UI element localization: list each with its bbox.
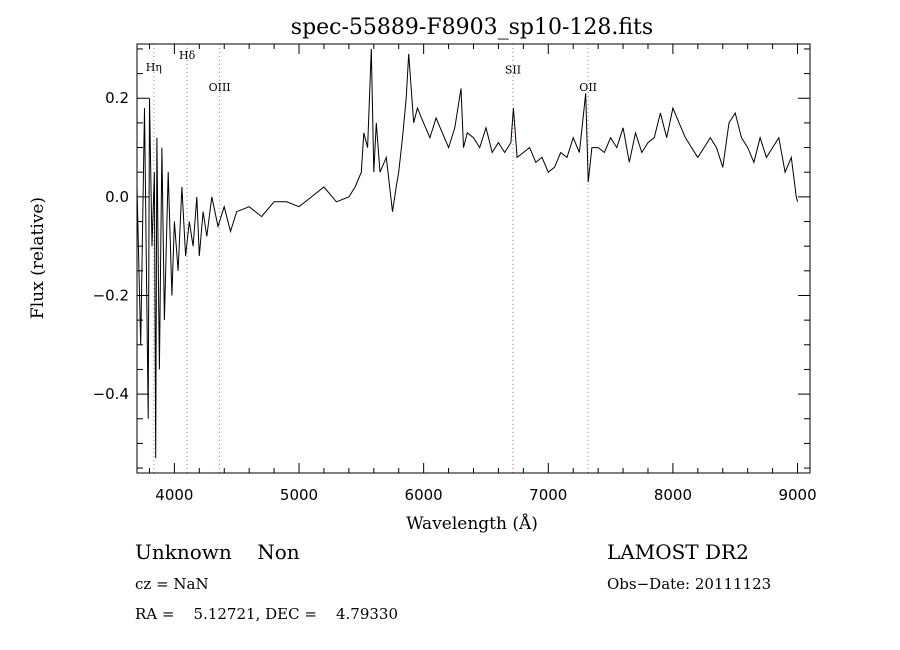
plot-frame (136, 43, 811, 474)
y-axis-label: Flux (relative) (28, 197, 48, 319)
coordinates-text: RA = 5.12721, DEC = 4.79330 (135, 605, 398, 623)
spectral-line-markers: Hη Hδ OIII SII OII (146, 44, 597, 473)
x-tick-label: 6000 (405, 486, 443, 504)
spectral-line-label: OIII (209, 81, 231, 94)
y-tick-label: −0.2 (93, 286, 129, 304)
survey-text: LAMOST DR2 (607, 540, 749, 564)
y-tick-label: 0.2 (105, 89, 129, 107)
axis-ticks: 4000 5000 6000 7000 8000 9000 0.2 0.0 −0.2 −0.4 (93, 44, 817, 504)
spectrum-series-line (136, 48, 798, 459)
x-tick-label: 8000 (654, 486, 692, 504)
redshift-text: cz = NaN (135, 575, 209, 593)
spectral-line-label: SII (505, 64, 521, 77)
x-tick-label: 9000 (778, 486, 816, 504)
x-axis-label: Wavelength (Å) (406, 513, 538, 534)
x-tick-label: 4000 (155, 486, 193, 504)
spectral-line-label: Hδ (179, 49, 196, 62)
y-tick-label: 0.0 (105, 188, 129, 206)
spectral-line-label: Hη (146, 61, 162, 74)
x-tick-label: 5000 (280, 486, 318, 504)
y-tick-label: −0.4 (93, 385, 129, 403)
obs-date-text: Obs−Date: 20111123 (607, 575, 772, 593)
spectral-line-label: OII (579, 81, 597, 94)
x-tick-label: 7000 (529, 486, 567, 504)
object-class-text: Unknown Non (135, 540, 300, 564)
chart-title: spec-55889-F8903_sp10-128.fits (291, 15, 653, 40)
